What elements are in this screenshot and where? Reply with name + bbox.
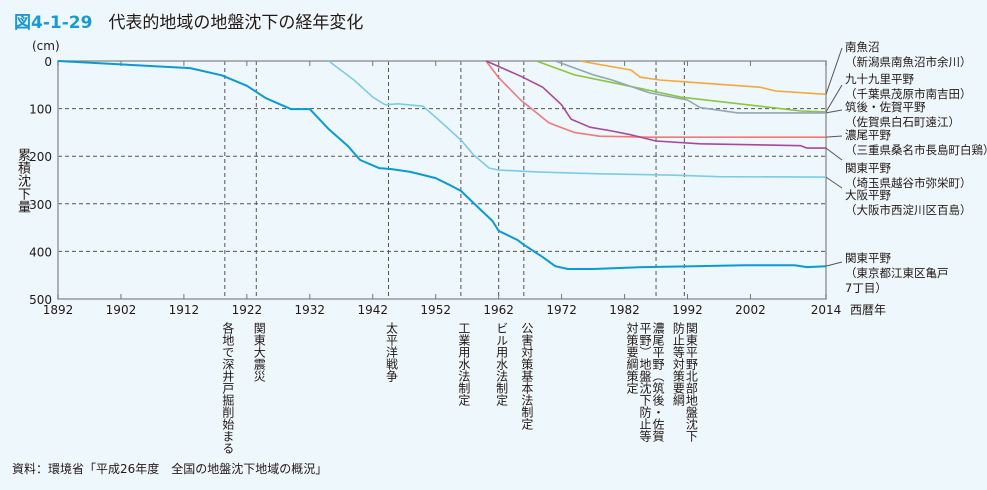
chart-title: 図4-1-29 代表的地域の地盤沈下の経年変化: [14, 8, 363, 33]
figure-number: 図4-1-29: [14, 13, 93, 33]
series-name-label: 関東平野: [845, 251, 891, 265]
event-label-building-water-act: ビル用水法制定: [494, 322, 509, 406]
series-line-4: [485, 60, 826, 149]
series-name-label: 大阪平野: [845, 188, 891, 202]
x-tick-label: 1942: [357, 303, 388, 317]
event-label-nobi-chikugo-plan: 濃尾平野（筑後・佐賀平野）地盤沈下防止等対策要綱策定: [625, 322, 666, 442]
event-label-kanto-north-plan: 関東平野北部地盤沈下防止等対策要綱: [671, 322, 699, 442]
x-tick-label: 1902: [106, 303, 137, 317]
series-location-label: （三重県桑名市長島町白鶏）: [845, 143, 987, 157]
x-tick-label: 2014: [811, 303, 842, 317]
series-name-label: 南魚沼: [845, 40, 880, 54]
series-name-label: 濃尾平野: [845, 128, 891, 142]
x-tick-label: 1962: [483, 303, 514, 317]
y-tick-label: 100: [29, 103, 52, 117]
series-location-label: （佐賀県白石町遠江）: [845, 115, 960, 129]
x-tick-label: 1972: [546, 303, 577, 317]
series-location-label-cont: 7丁目）: [845, 281, 887, 295]
y-tick-label: 200: [29, 150, 52, 164]
series-line-0: [580, 60, 827, 96]
x-tick-label: 1992: [672, 303, 703, 317]
series-name-label: 九十九里平野: [845, 72, 914, 86]
x-axis-label: 西暦年: [850, 303, 886, 317]
series-line-2: [555, 60, 826, 114]
series-line-6: [57, 60, 827, 270]
x-tick-label: 1922: [232, 303, 263, 317]
series-line-5: [328, 60, 827, 178]
series-leader-line: [825, 84, 843, 113]
x-tick-label: 1912: [169, 303, 200, 317]
x-tick-label: 1932: [295, 303, 326, 317]
series-line-1: [536, 60, 827, 113]
y-tick-label: 500: [29, 293, 52, 307]
series-leader-line: [825, 135, 843, 138]
series-leader-line: [825, 47, 843, 95]
series-location-label: （埼玉県越谷市弥栄町）: [845, 176, 972, 190]
series-location-label: （東京都江東区亀戸: [845, 266, 949, 280]
series-name-label: 筑後・佐賀平野: [845, 100, 926, 114]
series-location-label: （新潟県南魚沼市余川）: [845, 55, 972, 69]
series-name-label: 関東平野: [845, 161, 891, 175]
title-text: 代表的地域の地盤沈下の経年変化: [108, 13, 364, 33]
x-tick-label: 1982: [609, 303, 640, 317]
y-axis-label: 累積沈下量: [15, 148, 30, 213]
series-location-label: （大阪市西淀川区百島）: [845, 203, 972, 217]
y-unit-label: (cm): [32, 39, 60, 53]
source-note: 資料：環境省「平成26年度 全国の地盤沈下地域の概況」: [12, 462, 328, 476]
plot-frame: [57, 60, 827, 300]
y-tick-label: 400: [29, 245, 52, 259]
y-tick-label: 0: [44, 55, 52, 69]
series-leader-line: [825, 147, 843, 161]
event-label-deep-wells: 各地で深井戸掘削始まる: [220, 322, 235, 454]
x-tick-label: 1892: [43, 303, 74, 317]
series-leader-line: [825, 109, 843, 114]
series-location-label: （千葉県茂原市南吉田）: [845, 87, 972, 101]
y-tick-label: 300: [29, 198, 52, 212]
event-label-industrial-water-act: 工業用水法制定: [456, 322, 471, 406]
event-label-kanto-earthquake: 関東大震災: [252, 322, 267, 382]
series-leader-line: [825, 176, 843, 189]
event-label-pacific-war: 太平洋戦争: [384, 322, 399, 382]
x-tick-label: 1952: [420, 303, 451, 317]
x-tick-label: 2002: [735, 303, 766, 317]
event-label-pollution-act: 公害対策基本法制定: [519, 322, 534, 430]
series-leader-line: [825, 261, 843, 267]
